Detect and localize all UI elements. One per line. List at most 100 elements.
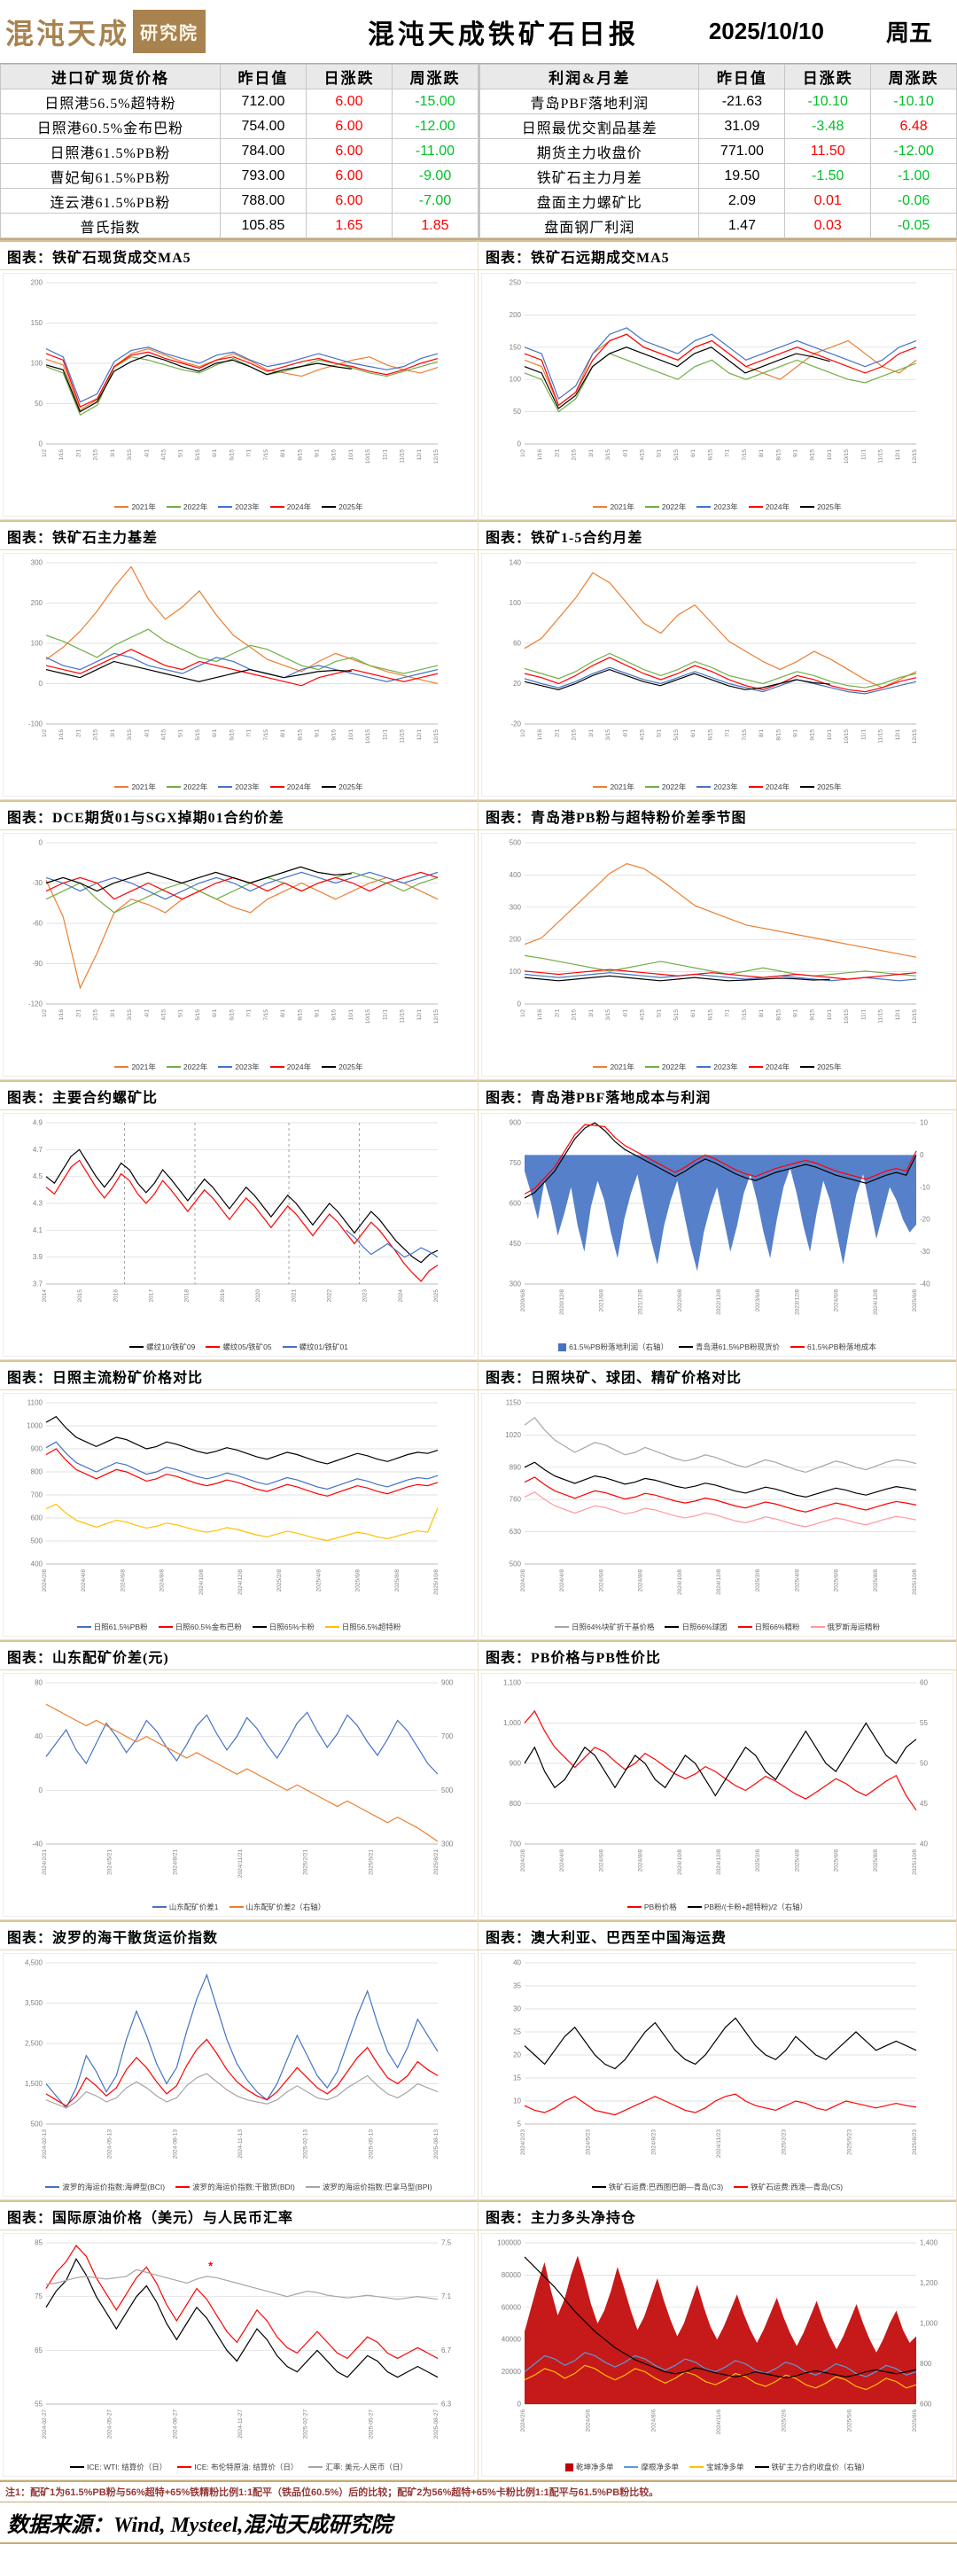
legend-label: 2022年 <box>661 782 687 791</box>
legend-label: 波罗的海运价指数:海岬型(BCI) <box>62 2183 166 2191</box>
legend-label: 波罗的海运价指数:干散货(BDI) <box>192 2183 295 2191</box>
legend-item: 青岛港61.5%PB粉现货价 <box>679 1342 780 1352</box>
svg-text:7/1: 7/1 <box>725 729 731 737</box>
svg-text:7/1: 7/1 <box>725 449 731 457</box>
chart-title: 图表：主力多头净持仓 <box>478 2200 956 2230</box>
legend-swatch <box>665 1626 680 1628</box>
legend-label: 2021年 <box>131 782 156 791</box>
legend-label: 日照66%精粉 <box>754 1623 800 1631</box>
svg-text:2/15: 2/15 <box>572 729 578 741</box>
legend-item: 2024年 <box>748 782 790 792</box>
svg-text:3,500: 3,500 <box>25 1999 43 2007</box>
legend-item: 2021年 <box>114 782 156 792</box>
svg-text:2025/2/8: 2025/2/8 <box>755 1849 761 1872</box>
legend-item: 2022年 <box>166 782 208 792</box>
svg-text:2025/5/21: 2025/5/21 <box>368 1849 374 1875</box>
svg-text:6.7: 6.7 <box>441 2346 452 2354</box>
svg-text:2024/2/8: 2024/2/8 <box>520 1849 526 1872</box>
legend-swatch <box>564 2463 573 2471</box>
legend-label: 2024年 <box>765 1062 790 1071</box>
legend-item: 日照61.5%PB粉 <box>76 1622 148 1632</box>
svg-text:11/1: 11/1 <box>860 729 867 741</box>
legend-item: PB粉价格 <box>626 1902 677 1912</box>
cell-value: 105.85 <box>219 213 307 238</box>
svg-text:80: 80 <box>35 1679 43 1687</box>
chart-cell-7: 图表：青岛港PBF落地成本与利润 300 450 600 750 900 10 0 -10 -20… <box>478 1080 957 1360</box>
svg-text:2025/8/21: 2025/8/21 <box>433 1849 440 1875</box>
chart-legend: 2021年 2022年 2023年 2024年 2025年 <box>5 778 472 796</box>
chart-cell-1: 图表：铁矿石远期成交MA5 0 50 100 150 200 250 1/2 1/16 2/1 2/… <box>478 240 957 520</box>
svg-text:3.7: 3.7 <box>33 1280 43 1288</box>
svg-text:900: 900 <box>510 1760 522 1768</box>
svg-text:40: 40 <box>920 1841 928 1848</box>
legend-swatch <box>696 786 712 788</box>
svg-text:2025/8/8: 2025/8/8 <box>394 1569 401 1592</box>
svg-text:12/1: 12/1 <box>895 449 901 461</box>
svg-text:2024/11/21: 2024/11/21 <box>237 1849 244 1878</box>
legend-label: 2023年 <box>713 782 738 791</box>
svg-text:20: 20 <box>513 680 521 688</box>
cell-day-change: 0.01 <box>784 188 872 214</box>
chart-title: 图表：波罗的海干散货运价指数 <box>0 1920 478 1950</box>
svg-text:2025/4/8: 2025/4/8 <box>315 1569 322 1592</box>
svg-text:*: * <box>208 2259 214 2272</box>
legend-label: 2022年 <box>183 502 208 511</box>
svg-text:10/1: 10/1 <box>348 729 354 741</box>
svg-text:55: 55 <box>920 1719 928 1727</box>
svg-text:0: 0 <box>39 1786 43 1794</box>
table-row: 日照港61.5%PB粉 784.00 6.00 -11.00 <box>0 138 479 164</box>
svg-text:140: 140 <box>510 559 522 567</box>
svg-text:2024/6/8: 2024/6/8 <box>120 1569 126 1592</box>
svg-text:-90: -90 <box>32 960 43 968</box>
svg-text:2024/10/8: 2024/10/8 <box>677 1849 683 1875</box>
legend-label: 2024年 <box>286 502 312 511</box>
legend-item: 2024年 <box>269 1062 311 1072</box>
table-row: 期货主力收盘价 771.00 11.50 -12.00 <box>478 138 957 164</box>
svg-text:2018: 2018 <box>184 1289 191 1303</box>
svg-text:4.9: 4.9 <box>33 1119 43 1127</box>
svg-text:2024-11-13: 2024-11-13 <box>237 2129 244 2159</box>
svg-text:10/1: 10/1 <box>348 449 354 461</box>
svg-text:2025/2/8: 2025/2/8 <box>755 1569 761 1592</box>
svg-text:3/1: 3/1 <box>588 729 595 737</box>
legend-item: 日照66%球团 <box>665 1622 727 1632</box>
legend-item: 2024年 <box>748 1062 790 1072</box>
legend-swatch <box>305 2186 320 2188</box>
legend-swatch <box>734 2186 749 2188</box>
legend-item: 2025年 <box>322 1062 363 1072</box>
svg-text:3.9: 3.9 <box>33 1253 43 1261</box>
cell-label: 盘面主力螺矿比 <box>478 188 700 214</box>
svg-text:2024/10/8: 2024/10/8 <box>677 1569 683 1595</box>
svg-text:2024/8/6: 2024/8/6 <box>650 2409 657 2432</box>
svg-text:9/15: 9/15 <box>331 1009 338 1021</box>
legend-label: 2025年 <box>338 1062 363 1071</box>
svg-text:0: 0 <box>517 2401 522 2409</box>
chart-title: 图表：青岛港PB粉与超特粉价差季节图 <box>478 800 956 830</box>
legend-label: 铁矿石运费:巴西图巴朗—青岛(C3) <box>608 2183 724 2191</box>
svg-text:12/1: 12/1 <box>895 729 901 741</box>
svg-text:6.3: 6.3 <box>441 2401 452 2409</box>
legend-swatch <box>593 786 608 788</box>
svg-text:10/15: 10/15 <box>365 449 371 464</box>
legend-item: 日照60.5%金布巴粉 <box>158 1622 242 1632</box>
legend-swatch <box>282 1346 297 1348</box>
svg-text:2024-02-27: 2024-02-27 <box>42 2409 48 2440</box>
chart-cell-6: 图表：主要合约螺矿比 3.7 3.9 4.1 4.3 4.5 4.7 4.9 2014 2015 2… <box>0 1080 478 1360</box>
legend-item: 2025年 <box>800 502 842 512</box>
svg-text:2016: 2016 <box>113 1289 119 1303</box>
svg-text:6/15: 6/15 <box>229 449 235 461</box>
legend-label: 2022年 <box>183 782 208 791</box>
cell-label: 铁矿石主力月差 <box>478 163 700 189</box>
svg-text:100: 100 <box>510 376 522 384</box>
svg-text:60: 60 <box>920 1679 928 1687</box>
svg-text:2024: 2024 <box>398 1289 404 1303</box>
svg-text:100: 100 <box>510 968 522 976</box>
svg-text:300: 300 <box>510 1280 522 1288</box>
legend-item: 汇率: 美元-人民币（日） <box>308 2462 408 2472</box>
svg-text:7/1: 7/1 <box>246 1009 253 1017</box>
legend-item: 2025年 <box>800 782 842 792</box>
svg-text:4/15: 4/15 <box>640 729 646 741</box>
chart-plot-area: -40 0 40 80 900 700 500 300 2024/2/21 2024/5/21 20… <box>3 1673 475 1917</box>
cell-day-change: -3.48 <box>784 113 872 139</box>
svg-text:4/15: 4/15 <box>161 729 167 741</box>
